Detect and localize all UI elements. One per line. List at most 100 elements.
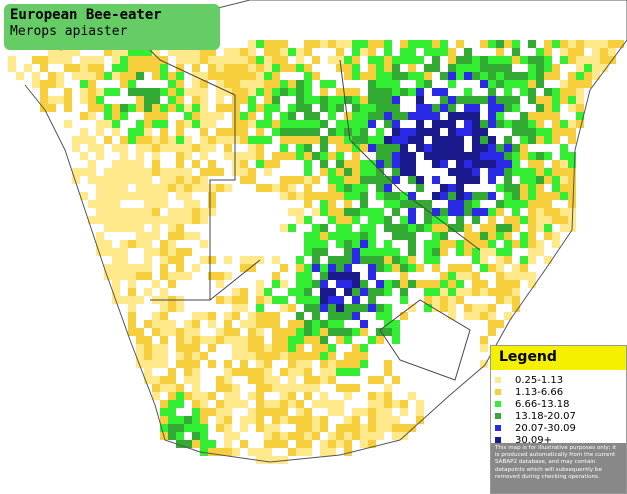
map-cell bbox=[472, 72, 480, 80]
map-cell bbox=[112, 160, 120, 168]
border bbox=[150, 259, 261, 301]
map-cell bbox=[224, 416, 232, 424]
map-cell bbox=[136, 296, 144, 304]
map-cell bbox=[344, 88, 352, 96]
map-cell bbox=[520, 240, 528, 248]
map-cell bbox=[232, 336, 240, 344]
map-cell bbox=[136, 168, 144, 176]
map-cell bbox=[144, 320, 152, 328]
map-cell bbox=[296, 96, 304, 104]
map-cell bbox=[328, 344, 336, 352]
map-cell bbox=[40, 96, 48, 104]
map-cell bbox=[472, 192, 480, 200]
map-cell bbox=[176, 424, 184, 432]
map-cell bbox=[168, 272, 176, 280]
map-cell bbox=[152, 232, 160, 240]
map-cell bbox=[528, 80, 536, 88]
map-cell bbox=[152, 376, 160, 384]
map-cell bbox=[128, 48, 136, 56]
map-cell bbox=[520, 216, 528, 224]
map-cell bbox=[312, 232, 320, 240]
map-cell bbox=[224, 384, 232, 392]
map-cell bbox=[216, 328, 224, 336]
map-cell bbox=[528, 248, 536, 256]
map-cell bbox=[280, 384, 288, 392]
map-cell bbox=[296, 104, 304, 112]
map-cell bbox=[328, 176, 336, 184]
map-cell bbox=[184, 144, 192, 152]
map-cell bbox=[384, 160, 392, 168]
map-cell bbox=[304, 176, 312, 184]
map-cell bbox=[208, 440, 216, 448]
map-cell bbox=[304, 376, 312, 384]
map-cell bbox=[472, 120, 480, 128]
map-cell bbox=[168, 240, 176, 248]
map-cell bbox=[416, 416, 424, 424]
map-cell bbox=[544, 256, 552, 264]
map-cell bbox=[384, 104, 392, 112]
map-cell bbox=[216, 400, 224, 408]
map-cell bbox=[512, 72, 520, 80]
map-cell bbox=[360, 280, 368, 288]
map-cell bbox=[264, 344, 272, 352]
map-cell bbox=[320, 328, 328, 336]
map-cell bbox=[464, 112, 472, 120]
map-cell bbox=[120, 224, 128, 232]
map-cell bbox=[488, 112, 496, 120]
map-cell bbox=[216, 88, 224, 96]
map-cell bbox=[296, 64, 304, 72]
map-cell bbox=[336, 232, 344, 240]
map-cell bbox=[144, 208, 152, 216]
map-cell bbox=[248, 40, 256, 48]
map-cell bbox=[176, 272, 184, 280]
map-cell bbox=[136, 72, 144, 80]
map-cell bbox=[288, 432, 296, 440]
map-cell bbox=[144, 88, 152, 96]
map-cell bbox=[256, 296, 264, 304]
map-cell bbox=[384, 216, 392, 224]
legend-item: 1.13-6.66 bbox=[491, 386, 626, 398]
map-cell bbox=[208, 336, 216, 344]
map-cell bbox=[384, 264, 392, 272]
map-cell bbox=[56, 80, 64, 88]
map-cell bbox=[368, 272, 376, 280]
map-cell bbox=[504, 200, 512, 208]
map-cell bbox=[512, 184, 520, 192]
map-cell bbox=[504, 312, 512, 320]
map-cell bbox=[320, 96, 328, 104]
map-cell bbox=[392, 88, 400, 96]
map-cell bbox=[192, 312, 200, 320]
map-cell bbox=[568, 160, 576, 168]
map-cell bbox=[416, 72, 424, 80]
map-cell bbox=[64, 120, 72, 128]
map-cell bbox=[568, 168, 576, 176]
map-cell bbox=[440, 184, 448, 192]
map-cell bbox=[248, 144, 256, 152]
map-cell bbox=[336, 184, 344, 192]
map-cell bbox=[480, 232, 488, 240]
map-cell bbox=[264, 64, 272, 72]
map-cell bbox=[272, 312, 280, 320]
map-cell bbox=[328, 352, 336, 360]
map-cell bbox=[256, 64, 264, 72]
map-cell bbox=[336, 136, 344, 144]
map-cell bbox=[208, 136, 216, 144]
map-cell bbox=[136, 48, 144, 56]
map-cell bbox=[360, 288, 368, 296]
map-cell bbox=[320, 440, 328, 448]
map-cell bbox=[504, 288, 512, 296]
map-cell bbox=[160, 176, 168, 184]
map-cell bbox=[200, 136, 208, 144]
map-cell bbox=[552, 160, 560, 168]
map-cell bbox=[104, 224, 112, 232]
map-cell bbox=[344, 96, 352, 104]
map-cell bbox=[512, 208, 520, 216]
map-cell bbox=[544, 232, 552, 240]
map-cell bbox=[392, 280, 400, 288]
map-cell bbox=[376, 248, 384, 256]
map-cell bbox=[312, 352, 320, 360]
map-cell bbox=[240, 352, 248, 360]
map-cell bbox=[64, 88, 72, 96]
map-cell bbox=[512, 40, 520, 48]
map-cell bbox=[464, 48, 472, 56]
